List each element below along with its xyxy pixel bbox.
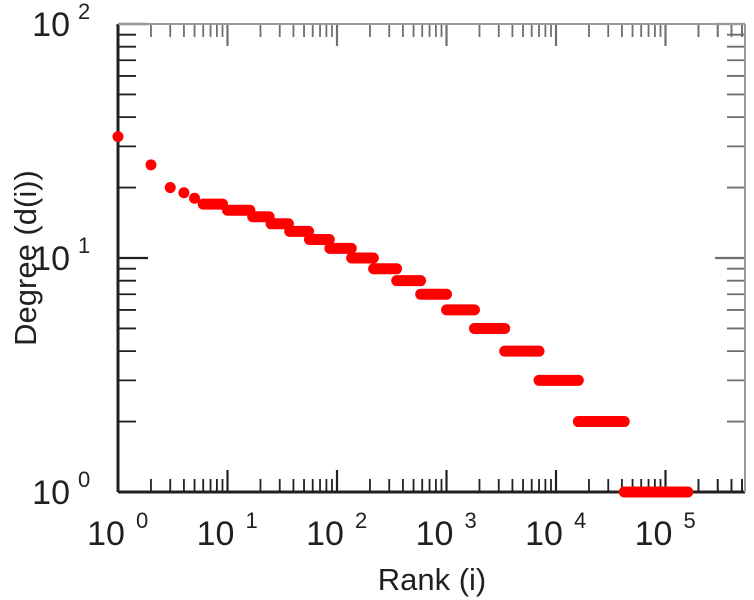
tick-label: 10 (32, 474, 70, 512)
tick-label: 10 (635, 515, 673, 553)
tick-label-exponent: 2 (355, 508, 367, 533)
data-point (189, 192, 201, 204)
tick-label: 10 (525, 515, 563, 553)
tick-label-exponent: 3 (465, 508, 477, 533)
data-point (178, 187, 190, 199)
tick-label: 10 (87, 515, 125, 553)
tick-label-exponent: 0 (136, 508, 148, 533)
axis-frame (116, 23, 746, 494)
tick-label-exponent: 1 (78, 233, 90, 258)
tick-label-exponent: 1 (246, 508, 258, 533)
tick-label: 10 (416, 515, 454, 553)
major-tick-marks (116, 22, 745, 494)
tick-label: 10 (197, 515, 235, 553)
tick-label: 10 (32, 6, 70, 44)
minor-tick-marks (118, 24, 745, 492)
tick-label: 10 (32, 240, 70, 278)
data-series-degree-rank (112, 131, 694, 498)
data-point (112, 131, 124, 143)
tick-label: 10 (306, 515, 344, 553)
tick-label-exponent: 0 (78, 467, 90, 492)
x-axis-tick-labels: 10 0 10 1 10 2 10 3 10 4 10 5 (87, 508, 696, 553)
data-point (145, 159, 157, 171)
tick-label-exponent: 5 (684, 508, 696, 533)
y-axis-tick-labels: 10 2 10 1 10 0 (32, 0, 90, 512)
tick-label-exponent: 2 (78, 0, 90, 24)
data-point (164, 182, 176, 194)
y-axis-title: Degree (d(i)) (8, 170, 43, 346)
x-axis-title: Rank (i) (378, 562, 487, 597)
tick-label-exponent: 4 (574, 508, 586, 533)
